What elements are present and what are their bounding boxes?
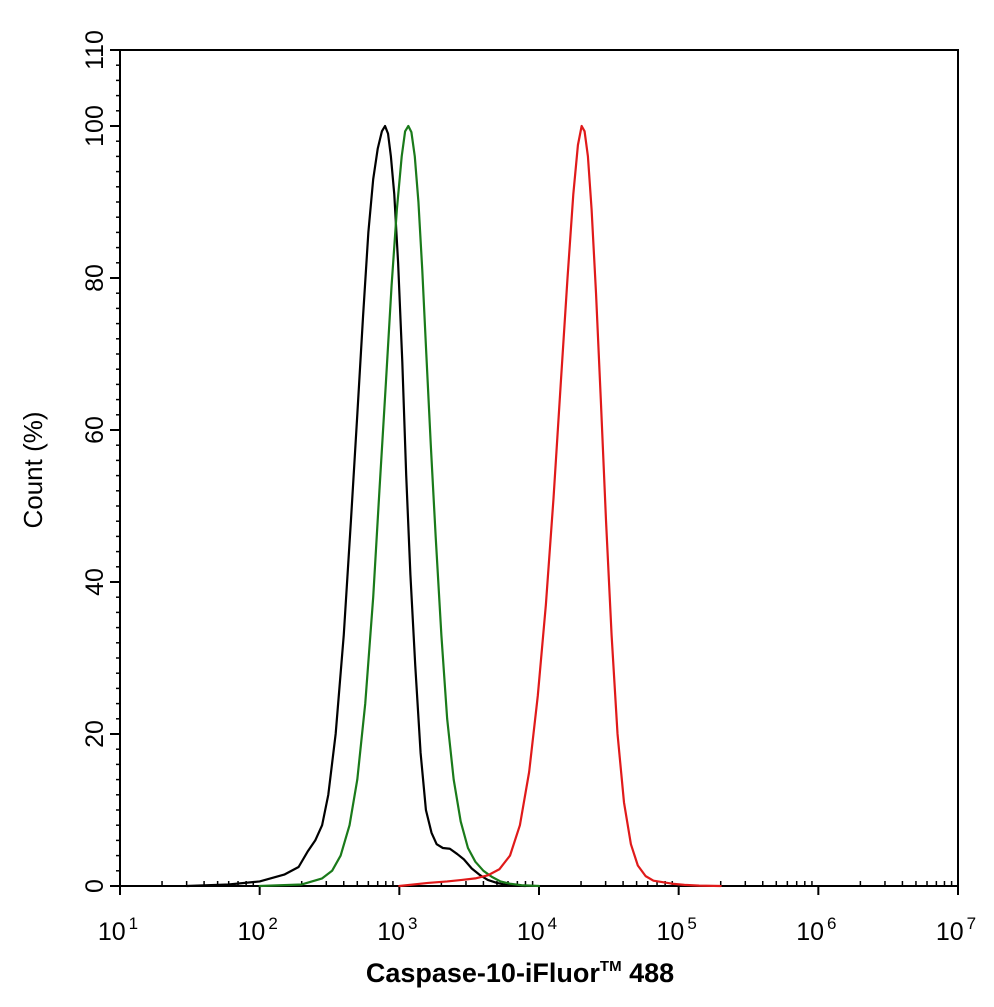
y-tick-label: 80 [81, 264, 109, 292]
x-tick-exponent: 2 [268, 914, 277, 933]
y-tick-label: 60 [81, 416, 109, 444]
y-tick-label: 20 [81, 720, 109, 748]
series-line-3 [398, 124, 722, 888]
x-tick-label: 10 1 [98, 914, 138, 946]
y-major-ticks [110, 49, 120, 887]
x-tick-label: 10 4 [517, 914, 557, 946]
x-tick-label: 10 2 [238, 914, 278, 946]
x-tick-base: 10 [936, 918, 964, 946]
y-axis-title: Count (%) [18, 411, 48, 528]
x-tick-base: 10 [238, 918, 266, 946]
x-tick-label: 10 6 [796, 914, 836, 946]
plot-frame [119, 49, 959, 887]
y-tick-label: 100 [81, 105, 109, 147]
x-tick-label: 10 7 [936, 914, 976, 946]
x-axis-title-main: Caspase-10-iFluor [366, 958, 601, 988]
series-layer [185, 124, 722, 888]
x-tick-exponent: 7 [967, 914, 976, 933]
x-tick-exponent: 5 [687, 914, 696, 933]
y-tick-label: 0 [81, 879, 109, 893]
x-tick-exponent: 4 [548, 914, 557, 933]
x-tick-exponent: 6 [827, 914, 836, 933]
x-tick-base: 10 [657, 918, 685, 946]
x-tick-labels: 10 1 10 2 10 3 10 4 10 5 10 6 10 7 [98, 914, 976, 946]
x-tick-exponent: 1 [129, 914, 138, 933]
y-tick-label: 40 [81, 568, 109, 596]
x-tick-exponent: 3 [408, 914, 417, 933]
series-line-1 [185, 124, 527, 888]
x-tick-base: 10 [377, 918, 405, 946]
y-tick-label: 110 [81, 30, 109, 70]
x-tick-base: 10 [796, 918, 824, 946]
series-line-2 [258, 124, 541, 888]
x-axis-title: Caspase-10-iFluorTM 488 [366, 958, 674, 988]
x-major-ticks [119, 886, 959, 895]
x-axis-title-suffix: 488 [622, 958, 675, 988]
y-tick-labels: 0 20 40 60 80 100 110 [81, 30, 109, 893]
x-tick-label: 10 5 [657, 914, 697, 946]
x-tick-label: 10 3 [377, 914, 417, 946]
x-tick-base: 10 [98, 918, 126, 946]
x-axis-title-tm: TM [600, 958, 622, 975]
y-minor-ticks [116, 49, 120, 887]
x-tick-base: 10 [517, 918, 545, 946]
